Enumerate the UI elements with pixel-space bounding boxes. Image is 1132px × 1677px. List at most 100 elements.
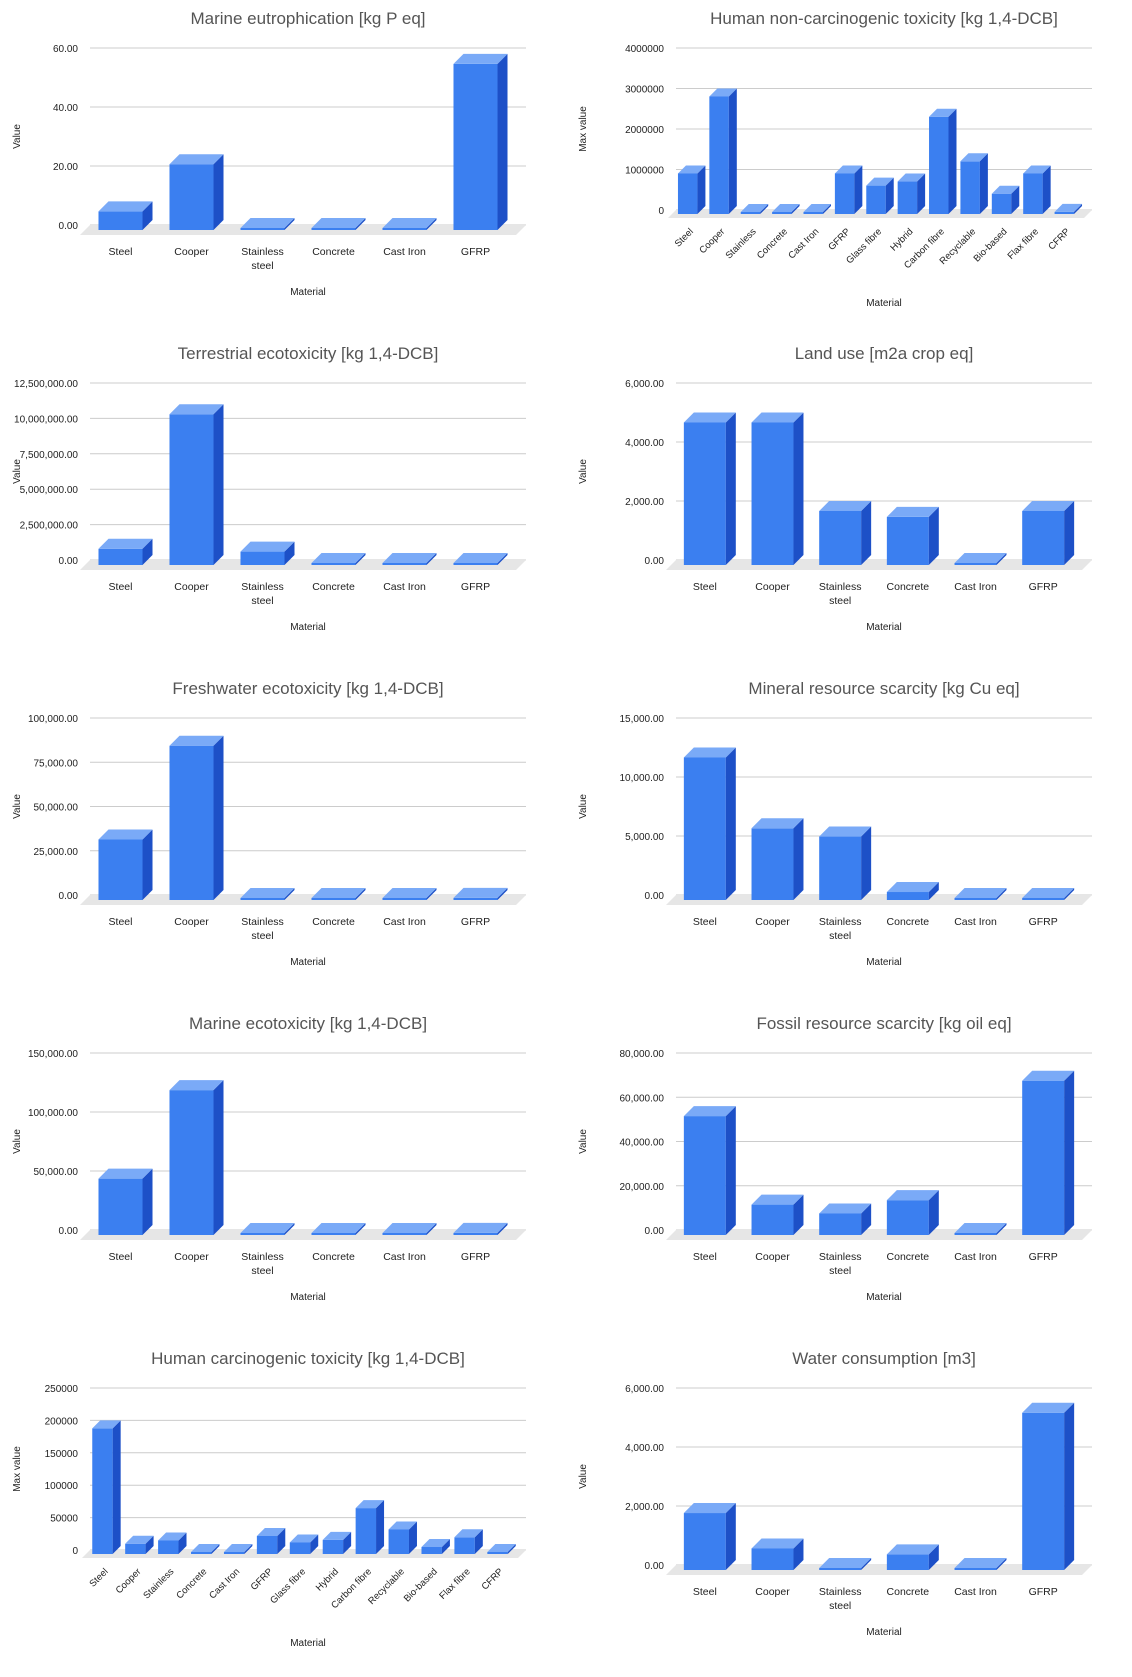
bar-side	[996, 888, 1007, 900]
y-tick-label: 0.00	[59, 556, 79, 567]
bar-side	[426, 1223, 437, 1235]
x-tick-label: Cast Iron	[383, 916, 426, 928]
bar-front	[382, 1233, 427, 1235]
bar-gfrp	[1022, 1070, 1075, 1235]
bar-front	[751, 1548, 794, 1570]
bar-side	[284, 888, 295, 900]
x-tick-label: Steel	[693, 581, 717, 593]
x-tick-label: Steel	[109, 916, 133, 928]
bar-top	[1022, 888, 1075, 898]
y-tick-label: 0	[72, 1546, 78, 1557]
bar-gfrp	[1022, 1402, 1075, 1570]
bar-concrete	[886, 1190, 939, 1235]
bar-recyclable	[388, 1521, 417, 1554]
x-tick-label: Concrete	[887, 1251, 930, 1263]
bar-side	[355, 553, 366, 565]
bar-stainless-steel	[240, 888, 295, 900]
y-tick-label: 50,000.00	[34, 1167, 79, 1178]
bar-concrete	[311, 888, 366, 900]
bar-side	[142, 829, 153, 900]
bar-top	[98, 201, 153, 212]
x-tick-label: steel	[251, 595, 273, 607]
bar-gfrp	[453, 887, 508, 900]
bar-top	[421, 1538, 450, 1547]
bar-top	[960, 153, 988, 162]
chart-marine-ecotoxicity-kg-1-4-dcb: Marine ecotoxicity [kg 1,4-DCB] Value 0.00…	[0, 1005, 566, 1340]
x-tick-label: Concrete	[887, 916, 930, 928]
x-tick-label: Concrete	[312, 1251, 355, 1263]
bar-steel	[683, 747, 736, 900]
x-tick-label: Cooper	[114, 1566, 144, 1596]
bar-front	[311, 563, 356, 565]
y-axis-label: Value	[12, 794, 23, 819]
bar-cfrp	[487, 1544, 516, 1554]
y-tick-label: 60,000.00	[620, 1093, 665, 1104]
bar-gfrp	[1022, 888, 1075, 900]
chart-title: Water consumption [m3]	[792, 1349, 976, 1368]
bar-top	[92, 1420, 121, 1429]
bar-concrete	[311, 1223, 366, 1235]
bar-side	[211, 1544, 220, 1554]
bar-cooper	[169, 154, 224, 230]
bar-concrete	[886, 1544, 939, 1570]
bar-side	[822, 204, 831, 214]
bar-top	[453, 887, 508, 898]
bar-side	[497, 887, 508, 900]
chart-svg: Terrestrial ecotoxicity [kg 1,4-DCB] Valu…	[12, 344, 526, 633]
x-tick-label: Cooper	[174, 246, 209, 258]
x-axis-label: Material	[866, 298, 902, 309]
bar-side	[1042, 165, 1051, 214]
bar-top	[751, 412, 804, 423]
bar-side	[854, 165, 863, 214]
x-tick-label: GFRP	[461, 246, 490, 258]
bar-side	[948, 108, 957, 214]
bar-front	[834, 173, 855, 214]
bar-side	[277, 1527, 286, 1554]
bar-cast-iron	[382, 888, 437, 900]
bar-top	[1022, 1402, 1075, 1413]
chart-title: Freshwater ecotoxicity [kg 1,4-DCB]	[172, 679, 443, 698]
bar-top	[954, 1558, 1007, 1568]
y-tick-label: 20.00	[53, 162, 78, 173]
bar-front	[954, 1568, 997, 1570]
x-tick-label: Cast Iron	[207, 1566, 242, 1601]
x-tick-label: GFRP	[826, 226, 852, 252]
bar-side	[861, 1203, 872, 1235]
bar-front	[311, 1233, 356, 1235]
bar-carbon-fibre	[355, 1500, 385, 1554]
chart-svg: Marine ecotoxicity [kg 1,4-DCB] Value 0.00…	[12, 1014, 526, 1303]
bar-front	[991, 193, 1012, 214]
y-axis-label: Max value	[578, 106, 589, 152]
bar-top	[487, 1544, 516, 1552]
y-tick-label: 4,000.00	[625, 438, 664, 449]
bar-top	[311, 218, 366, 228]
bar-side	[507, 1544, 516, 1554]
bar-top	[1022, 501, 1075, 511]
chart-terrestrial-ecotoxicity-kg-1-4-dcb: Terrestrial ecotoxicity [kg 1,4-DCB] Valu…	[0, 335, 566, 670]
x-tick-label: Steel	[109, 581, 133, 593]
bar-gfrp	[834, 165, 863, 214]
y-tick-label: 4000000	[625, 44, 664, 55]
bar-hybrid	[322, 1531, 352, 1554]
bar-top	[355, 1500, 385, 1509]
bar-top	[803, 204, 831, 212]
y-tick-label: 50000	[50, 1514, 78, 1525]
x-tick-label: steel	[829, 595, 851, 607]
bar-cooper	[169, 404, 224, 565]
bar-steel	[98, 1168, 153, 1235]
bar-front	[866, 185, 886, 214]
bar-top	[740, 204, 769, 212]
bar-side	[1064, 501, 1075, 565]
bar-side	[497, 553, 508, 565]
x-tick-label: CFRP	[1046, 226, 1072, 252]
bar-side	[284, 218, 295, 230]
bar-side	[861, 1558, 872, 1570]
bar-cooper	[169, 735, 224, 900]
bar-front	[240, 228, 285, 230]
y-tick-label: 75,000.00	[34, 758, 79, 769]
y-tick-label: 2000000	[625, 125, 664, 136]
bar-concrete	[311, 553, 366, 565]
x-tick-label: Steel	[693, 1586, 717, 1598]
bar-front	[897, 181, 918, 214]
y-tick-label: 0.00	[59, 891, 79, 902]
